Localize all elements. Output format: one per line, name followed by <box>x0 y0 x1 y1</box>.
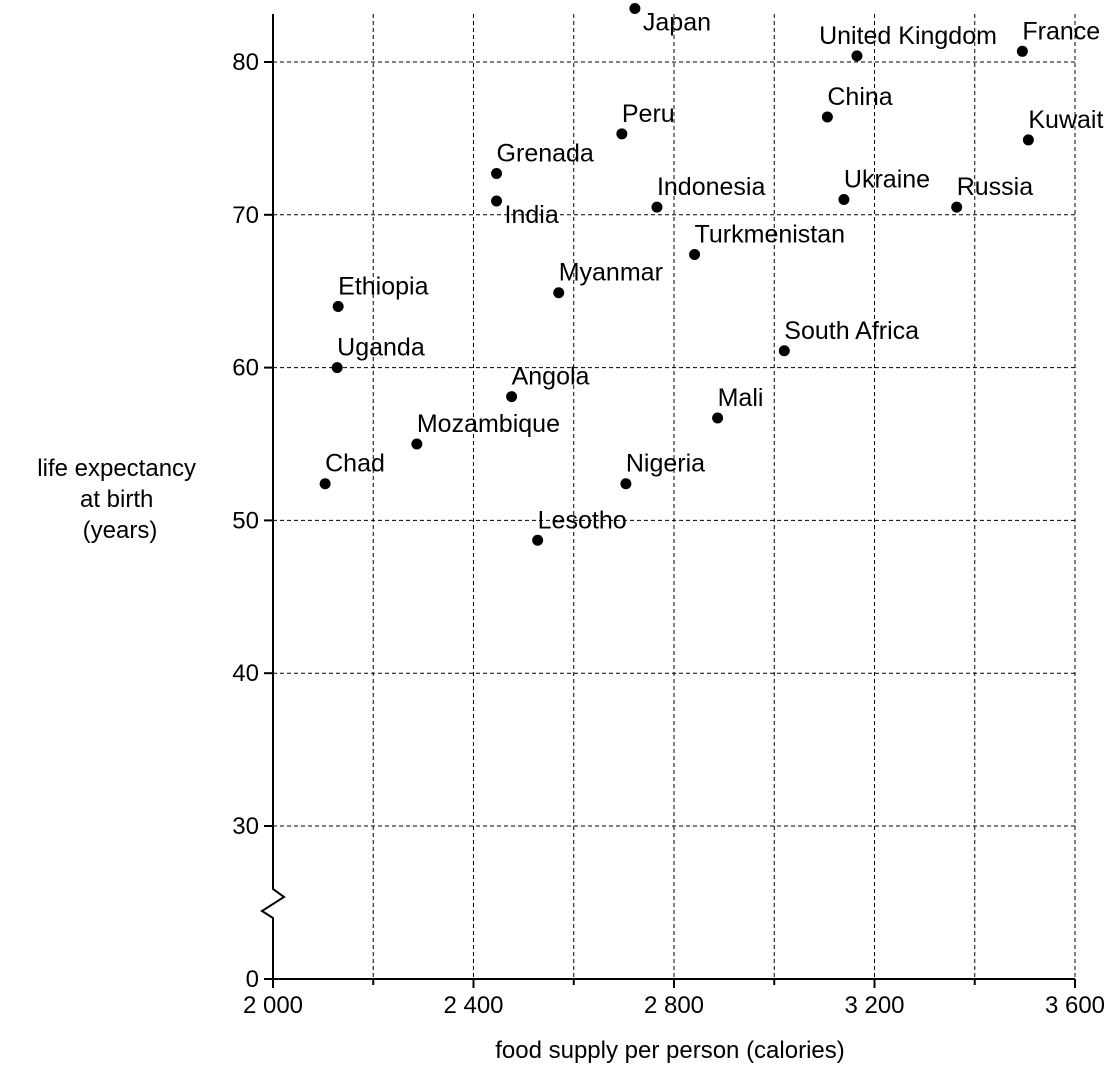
data-label-uganda: Uganda <box>337 334 425 362</box>
grid-layer <box>273 14 1076 979</box>
data-label-japan: Japan <box>643 9 711 37</box>
data-point-south-africa <box>778 345 790 357</box>
data-label-turkmenistan: Turkmenistan <box>695 221 846 249</box>
data-label-united-kingdom: United Kingdom <box>819 22 997 50</box>
data-point-united-kingdom <box>851 50 863 62</box>
axis-layer <box>260 14 1075 980</box>
x-axis-title: food supply per person (calories) <box>495 1037 845 1064</box>
y-tick-label: 0 <box>246 966 259 993</box>
y-axis-title-line-3: (years) <box>83 517 158 544</box>
data-label-angola: Angola <box>512 363 590 391</box>
data-point-angola <box>506 391 518 403</box>
x-tick-label: 3 200 <box>844 992 904 1019</box>
data-point-ukraine <box>838 194 850 206</box>
data-point-chad <box>319 478 331 490</box>
data-point-nigeria <box>620 478 632 490</box>
y-tick-label: 50 <box>232 507 259 534</box>
data-label-france: France <box>1022 17 1100 45</box>
data-point-myanmar <box>553 287 565 299</box>
data-label-kuwait: Kuwait <box>1028 106 1103 134</box>
y-tick-label: 70 <box>232 202 259 229</box>
y-axis-line-with-break <box>260 14 286 979</box>
data-point-grenada <box>491 168 503 180</box>
data-label-mali: Mali <box>718 384 764 412</box>
data-label-mozambique: Mozambique <box>417 410 560 438</box>
point-layer: Japan United Kingdom France China Kuwait Peru… <box>319 3 1103 546</box>
data-label-indonesia: Indonesia <box>657 173 766 201</box>
data-point-peru <box>616 128 628 140</box>
data-point-mozambique <box>411 438 423 450</box>
data-point-uganda <box>331 362 343 374</box>
data-point-russia <box>951 201 963 213</box>
data-point-kuwait <box>1022 134 1034 146</box>
data-label-russia: Russia <box>957 173 1034 201</box>
y-axis-title-line-1: life expectancy <box>37 455 196 482</box>
data-point-turkmenistan <box>689 249 701 261</box>
data-label-south-africa: South Africa <box>784 317 919 345</box>
y-tick-label: 30 <box>232 813 259 840</box>
x-tick-label: 2 800 <box>644 992 704 1019</box>
data-label-ukraine: Ukraine <box>844 166 930 194</box>
data-label-chad: Chad <box>325 450 385 478</box>
y-axis-title-line-2: at birth <box>80 486 153 513</box>
y-tick-label: 60 <box>232 355 259 382</box>
y-tick-label: 40 <box>232 660 259 687</box>
data-label-nigeria: Nigeria <box>626 450 705 478</box>
data-label-china: China <box>827 83 892 111</box>
data-label-india: India <box>505 201 559 229</box>
data-point-india <box>491 195 503 207</box>
data-point-lesotho <box>532 534 544 546</box>
y-tick-label: 80 <box>232 49 259 76</box>
data-point-indonesia <box>651 201 663 213</box>
data-label-peru: Peru <box>622 100 675 128</box>
x-tick-label: 3 600 <box>1045 992 1105 1019</box>
data-label-ethiopia: Ethiopia <box>338 272 428 300</box>
data-label-grenada: Grenada <box>497 140 594 168</box>
data-point-china <box>821 111 833 123</box>
data-point-france <box>1016 45 1028 57</box>
data-label-lesotho: Lesotho <box>538 506 627 534</box>
x-tick-label: 2 400 <box>443 992 503 1019</box>
data-label-myanmar: Myanmar <box>559 259 663 287</box>
y-axis-title: life expectancy at birth (years) <box>37 455 202 544</box>
tick-layer: 0 30 40 50 60 70 80 2 000 2 400 2 800 3 200 3 600 <box>232 49 1105 1019</box>
data-point-ethiopia <box>332 300 344 312</box>
x-tick-label: 2 000 <box>243 992 303 1019</box>
data-point-japan <box>629 3 641 15</box>
data-point-mali <box>712 412 724 424</box>
